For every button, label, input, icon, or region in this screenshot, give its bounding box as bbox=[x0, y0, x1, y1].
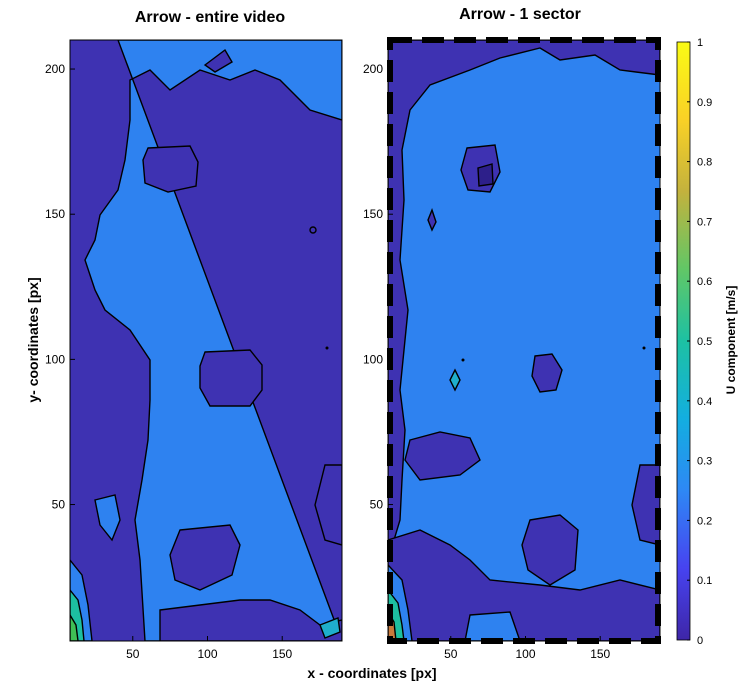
y-tick-label: 150 bbox=[45, 207, 65, 221]
region-right-small-1 bbox=[427, 207, 437, 232]
x-tick-label: 100 bbox=[197, 647, 217, 661]
ticks-right: 50 100 150 50 100 150 200 bbox=[363, 62, 611, 661]
region-left-main bbox=[84, 40, 342, 641]
region-right-dot-2 bbox=[461, 358, 465, 362]
region-left-patch-top bbox=[142, 145, 199, 193]
colorbar-tick-label: 0.5 bbox=[697, 336, 712, 348]
y-tick-label: 100 bbox=[45, 352, 65, 366]
colorbar-tick-label: 0.4 bbox=[697, 396, 712, 408]
region-right-patch-low bbox=[521, 514, 579, 586]
region-left-dot-2 bbox=[325, 346, 329, 350]
colorbar-tick-label: 0.8 bbox=[697, 157, 712, 169]
y-axis-label: y- coordinates [px] bbox=[25, 277, 41, 402]
panel-one-sector: Arrow - 1 sector 50 100 150 50 100 150 200 bbox=[363, 6, 661, 661]
colorbar-tick-label: 0.1 bbox=[697, 575, 712, 587]
colorbar-tick-label: 0.6 bbox=[697, 276, 712, 288]
colorbar-label: U component [m/s] bbox=[724, 286, 738, 395]
y-tick-label: 200 bbox=[45, 62, 65, 76]
region-right-bottom-band bbox=[388, 529, 660, 641]
colorbar-tick-label: 1 bbox=[697, 37, 703, 49]
region-right-bottom-inlet bbox=[464, 611, 521, 641]
region-left-bottom-right-spot bbox=[319, 617, 341, 639]
axes-frame-left bbox=[69, 39, 343, 642]
contour-map-right bbox=[388, 40, 660, 641]
sector-dashed-border bbox=[387, 37, 661, 644]
panel-entire-video: Arrow - entire video 50 100 150 50 100 150 200 bbox=[45, 9, 343, 661]
region-left-dot bbox=[309, 226, 317, 234]
x-tick-label: 50 bbox=[444, 647, 458, 661]
y-tick-label: 50 bbox=[370, 498, 384, 512]
region-left-patch-right bbox=[314, 464, 342, 546]
colorbar-tick-label: 0 bbox=[697, 635, 703, 647]
contour-map-left bbox=[70, 40, 342, 641]
region-right-patch-low-left bbox=[404, 431, 481, 481]
region-left-patch-mid bbox=[199, 349, 263, 407]
x-tick-label: 150 bbox=[590, 647, 610, 661]
x-tick-label: 100 bbox=[515, 647, 535, 661]
region-left-inlet bbox=[94, 494, 121, 542]
x-axis-label: x - coordinates [px] bbox=[307, 665, 436, 681]
region-right-patch-top-core bbox=[477, 163, 494, 187]
colorbar-tick-label: 0.2 bbox=[697, 515, 712, 527]
region-left-corner-3 bbox=[70, 613, 79, 641]
colorbar-ticks: 0 0.1 0.2 0.3 0.4 0.5 0.6 0.7 0.8 0.9 1 bbox=[687, 37, 712, 647]
region-right-patch-mid bbox=[531, 353, 563, 393]
ticks-left: 50 100 150 50 100 150 200 bbox=[45, 62, 293, 661]
colorbar: 0 0.1 0.2 0.3 0.4 0.5 0.6 0.7 0.8 0.9 1 U componen… bbox=[676, 37, 738, 647]
colorbar-tick-label: 0.7 bbox=[697, 216, 712, 228]
colorbar-tick-label: 0.3 bbox=[697, 456, 712, 468]
y-tick-label: 200 bbox=[363, 62, 383, 76]
region-left-bottom-band bbox=[159, 599, 342, 641]
region-right-dot bbox=[642, 346, 646, 350]
panel-title-right: Arrow - 1 sector bbox=[459, 6, 581, 23]
region-right-top-left-band bbox=[388, 40, 660, 561]
y-tick-label: 100 bbox=[363, 352, 383, 366]
region-right-small-2 bbox=[449, 368, 461, 392]
y-tick-label: 150 bbox=[363, 207, 383, 221]
colorbar-tick-label: 0.9 bbox=[697, 97, 712, 109]
y-tick-label: 50 bbox=[52, 498, 66, 512]
x-tick-label: 50 bbox=[126, 647, 140, 661]
x-tick-label: 150 bbox=[272, 647, 292, 661]
region-left-small-top bbox=[203, 48, 233, 73]
region-left-patch-low bbox=[169, 524, 241, 591]
panel-title-left: Arrow - entire video bbox=[135, 9, 285, 26]
